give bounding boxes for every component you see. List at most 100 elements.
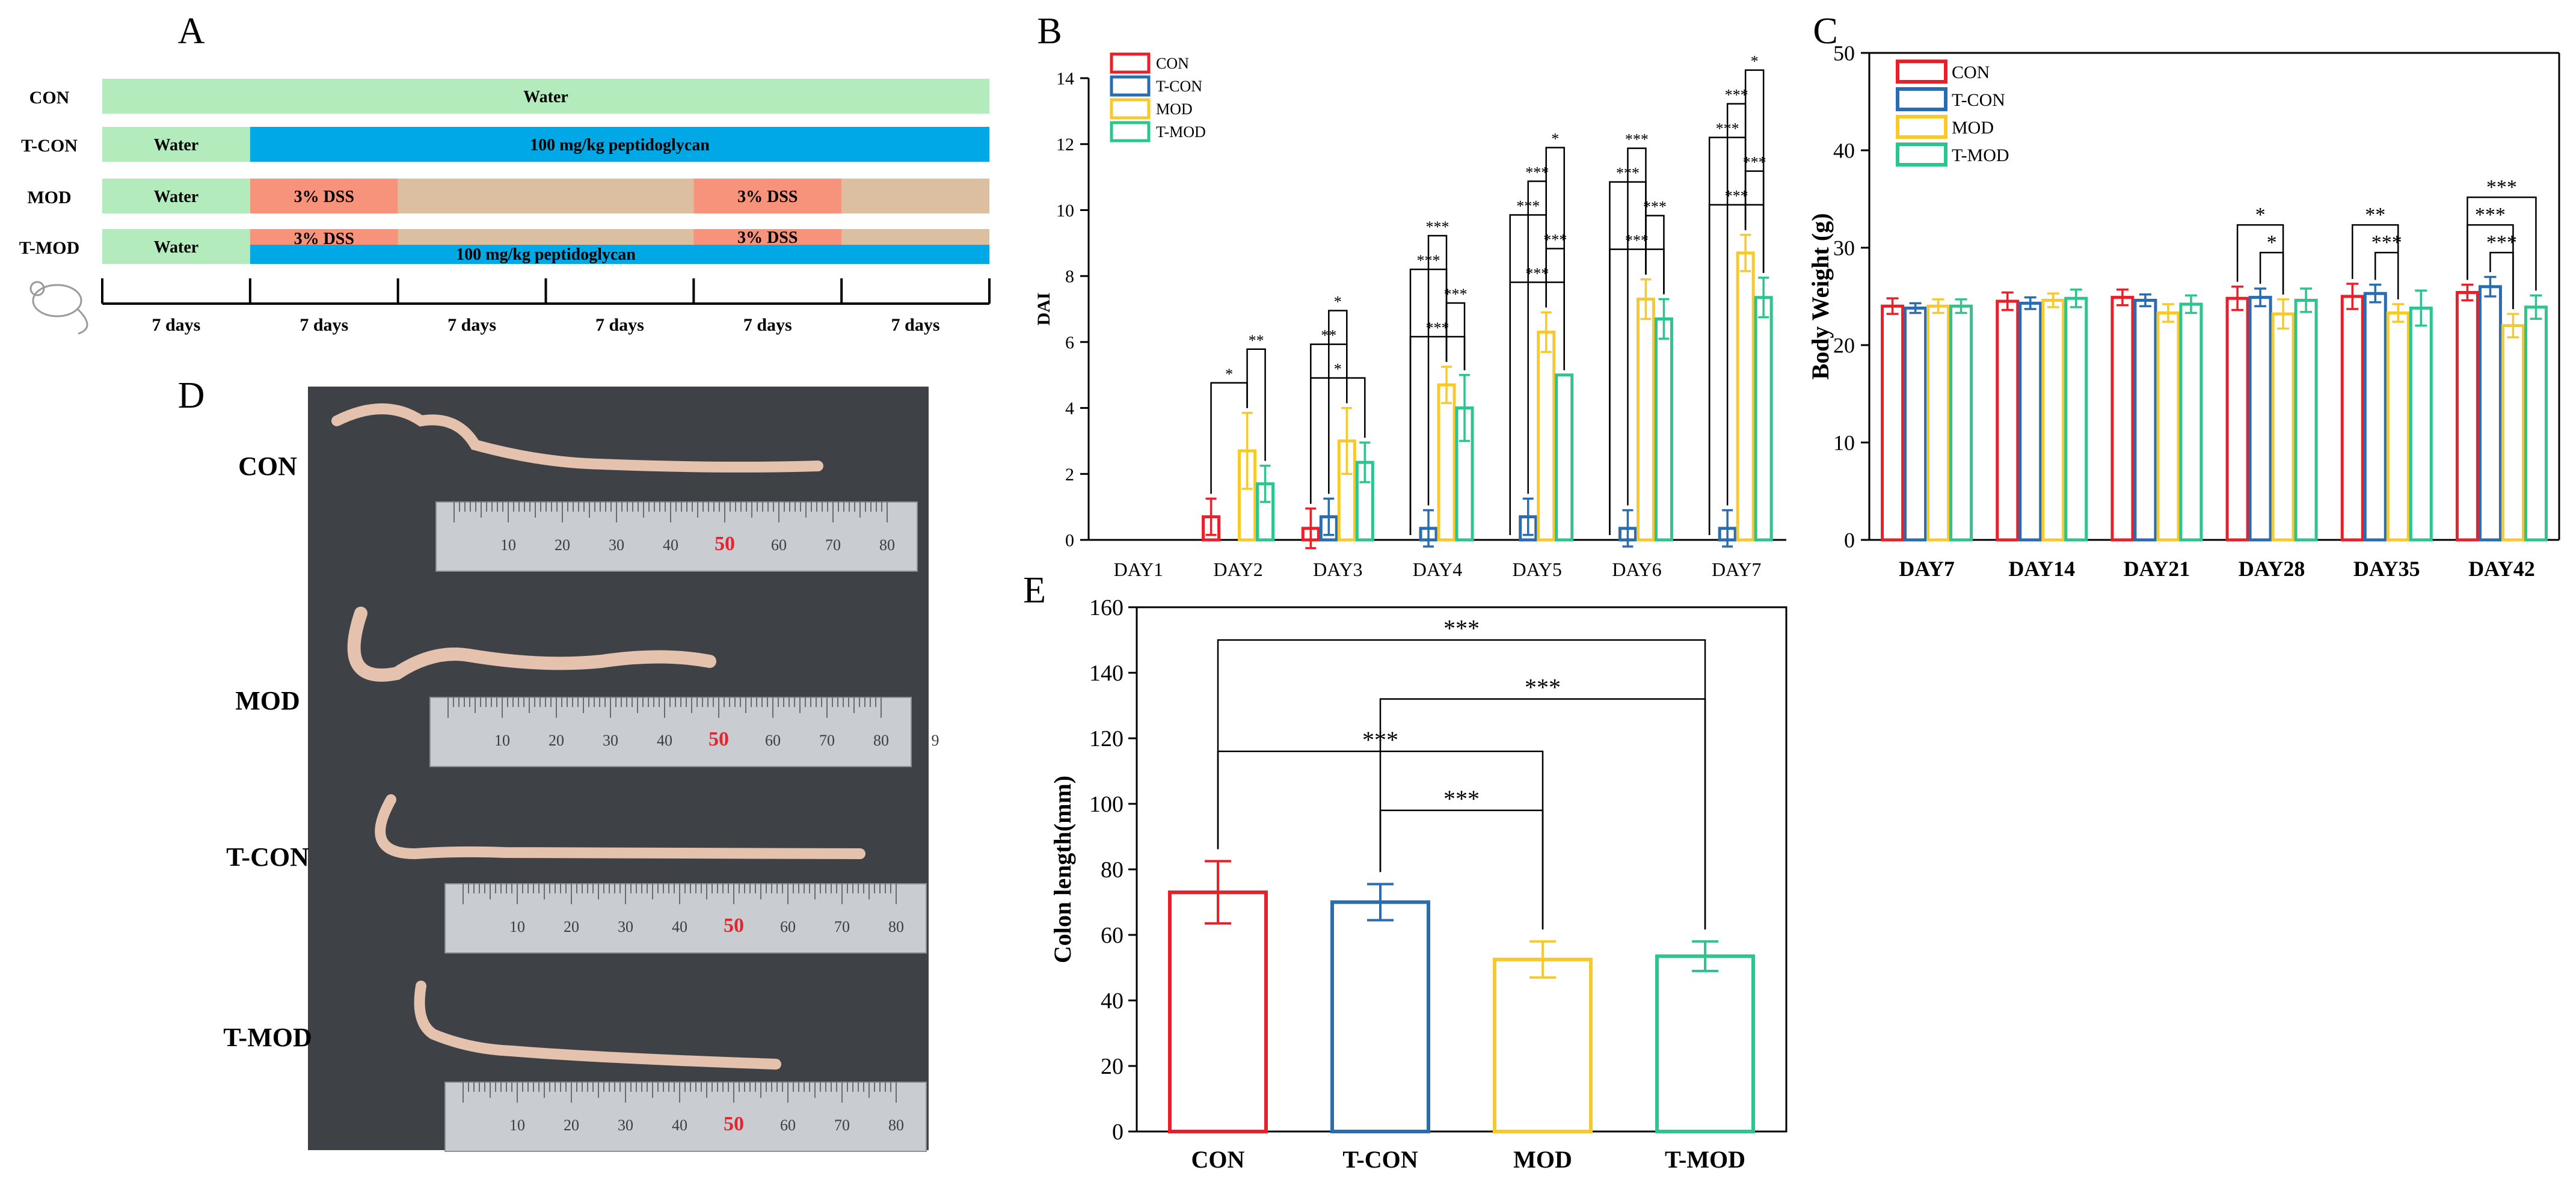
ruler-number: 30 [609,536,624,554]
legend: CON T-CON MOD T-MOD [1896,60,2009,167]
x-tick-label: DAY2 [1213,559,1262,580]
legend-label: CON [1156,55,1189,72]
bar-MOD [1736,251,1755,542]
ruler-number: 80 [888,918,904,935]
ruler [444,883,927,954]
y-axis-label: Body Weight (g) [1807,213,1834,379]
ruler-number: 10 [500,536,516,554]
significance-label: *** [2486,231,2517,254]
ruler-number: 9 [932,732,939,749]
bar-T-MOD [1654,317,1673,542]
panel-a-timeline: A CON Water T-CON Water 100 mg/kg peptidoglyc… [19,11,991,335]
bar-CON [2225,296,2249,542]
y-tick-label: 14 [1056,69,1074,89]
legend-swatch [1896,115,1947,139]
bar-MOD [1437,383,1456,542]
bar-water [102,229,250,264]
ruler-number: 80 [873,732,889,749]
significance-label: *** [1426,319,1449,337]
bar-T-MOD [1949,304,1973,542]
mouse-body [32,284,82,317]
bar-CON [1881,304,1905,542]
significance-label: *** [1443,785,1480,812]
y-axis-label: DAI [1034,292,1054,325]
bar-T-MOD [2064,296,2088,542]
bar-pg [250,245,989,264]
x-tick-label: DAY4 [1413,559,1462,580]
timeline-label: 7 days [447,315,496,335]
y-tick-label: 120 [1089,726,1124,752]
bar-MOD [1926,304,1950,542]
x-tick-label: DAY42 [2468,557,2535,581]
x-tick-label: CON [1191,1146,1245,1173]
legend-swatch [1110,52,1151,74]
significance-bracket [1328,310,1348,494]
legend-label: T-CON [1952,90,2005,110]
bar-dss [250,179,398,213]
ruler-number: 30 [618,918,633,935]
specimen-row: 10 20 30 40 50 60 70 80 9 [347,607,939,767]
bar-T-MOD [2409,306,2433,542]
bar-T-CON [2018,301,2043,542]
legend-swatch [1896,60,1947,84]
significance-label: * [2267,231,2277,254]
y-tick-label: 0 [1844,528,1855,553]
significance-bracket [1210,382,1248,494]
significance-label: * [1334,293,1342,311]
bar-MOD [2156,311,2180,542]
significance-label: *** [2372,231,2402,254]
specimen-label: T-CON [226,842,309,872]
x-tick-label: DAY7 [1712,559,1761,580]
significance-label: * [2255,204,2266,226]
bar-CON [2455,291,2479,542]
y-axis-label: Colon length(mm) [1049,776,1076,963]
y-tick-label: 6 [1065,332,1074,352]
significance-bracket [2236,224,2284,295]
x-tick-label: DAY6 [1612,559,1661,580]
bar-MOD [2271,312,2295,542]
legend-label: MOD [1952,118,1994,138]
ruler-number: 20 [564,918,579,935]
legend-swatch [1110,98,1151,120]
bar-water [102,79,989,114]
bar-MOD [2041,298,2065,542]
ruler [435,501,918,572]
bar-T-CON [1330,900,1430,1133]
x-tick-label: DAY21 [2124,557,2190,581]
significance-bracket [1379,809,1544,929]
bar-water [102,127,250,162]
bar-CON [1168,890,1268,1134]
bar-MOD [1636,298,1655,542]
colon-tissue [347,607,716,682]
bar-MOD [1493,957,1593,1133]
bar-T-CON [2133,298,2157,542]
bar-MOD [2501,324,2525,542]
ruler-number: 50 [709,728,729,750]
ruler-number: 20 [549,732,564,749]
ruler-number: 30 [618,1116,633,1134]
significance-bracket [1627,147,1647,506]
significance-bracket [1379,698,1706,929]
ruler-number: 50 [724,1113,744,1135]
ruler-number: 80 [879,536,895,554]
x-tick-label: DAY14 [2008,557,2075,581]
x-tick-label: DAY28 [2239,557,2305,581]
specimen-label: CON [238,452,297,481]
bar-T-MOD [1655,954,1755,1134]
y-tick-label: 4 [1065,399,1074,418]
specimen-row: 10 20 30 40 50 60 70 80 [375,794,927,954]
significance-bracket [1427,234,1448,506]
significance-label: *** [1643,198,1667,216]
timeline-label: 7 days [743,315,792,335]
legend-label: T-CON [1156,78,1202,95]
panel-e-colon-length-chart: E 0 20 40 60 80 100 120 140 160 Colon length(mm) CO… [1023,570,1788,1173]
significance-bracket [1246,348,1266,461]
timeline-label: 7 days [891,315,940,335]
significance-label: *** [1362,726,1398,753]
significance-bracket [1645,215,1665,295]
y-tick-label: 40 [1833,139,1855,163]
legend-swatch [1110,75,1151,97]
bar-label: 3% DSS [294,230,354,248]
bar-CON [2110,296,2135,542]
y-tick-label: 12 [1056,135,1074,155]
